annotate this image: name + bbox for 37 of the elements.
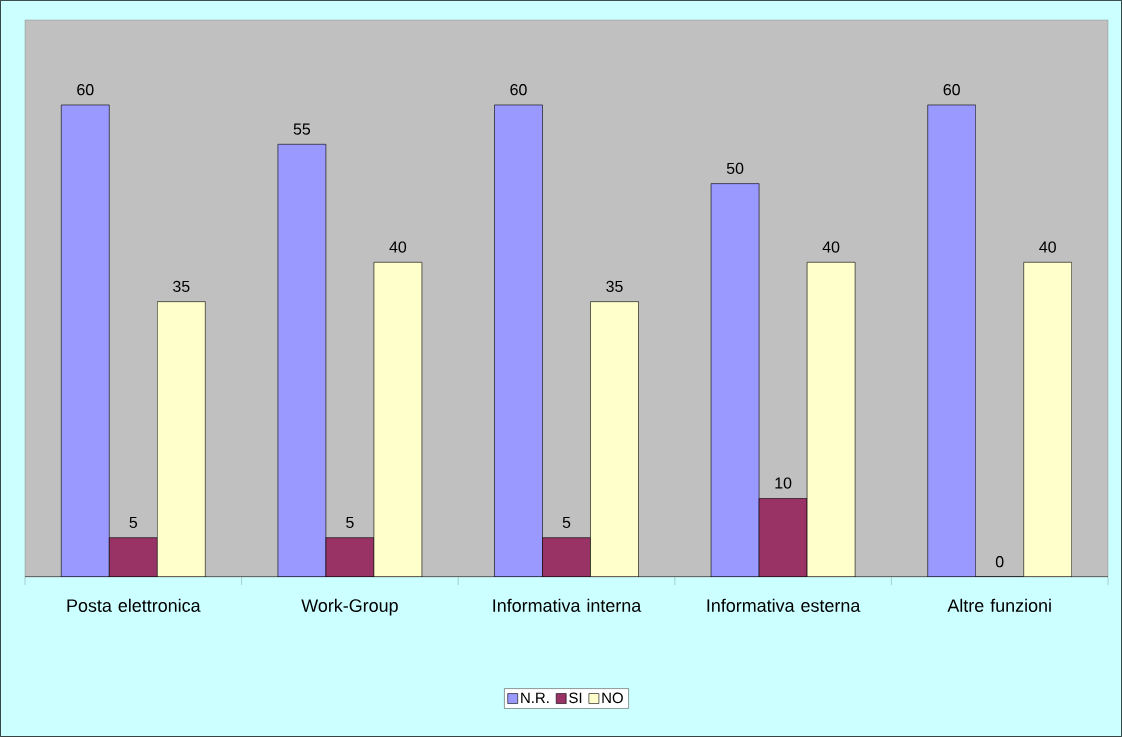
data-label: 60 (510, 84, 527, 96)
bar (590, 301, 639, 577)
legend-label: N.R. (521, 692, 549, 703)
data-label: 5 (129, 516, 138, 529)
bar (157, 301, 206, 577)
bar (542, 537, 591, 577)
legend-label: NO (602, 692, 623, 704)
data-label: 50 (726, 162, 744, 174)
bar (325, 537, 375, 577)
x-tick-label: Informativa esterna (707, 598, 861, 612)
bar (494, 104, 543, 577)
data-label: 5 (562, 516, 571, 529)
x-tick-label: Altre funzioni (947, 598, 1051, 612)
bar (927, 104, 976, 577)
data-label: 0 (995, 556, 1004, 568)
bar (277, 143, 327, 577)
bar (759, 498, 808, 577)
bar (1023, 261, 1072, 577)
x-tick-label: Posta elettronica (67, 598, 201, 612)
x-tick-label: Informativa interna (493, 598, 642, 612)
data-label: 40 (822, 241, 840, 253)
bar (109, 537, 158, 577)
bar (807, 262, 856, 577)
bar (711, 183, 760, 577)
data-label: 40 (389, 241, 407, 253)
data-label: 35 (606, 280, 623, 293)
legend-label: SI (569, 692, 582, 704)
data-label: 40 (1039, 241, 1056, 253)
data-label: 55 (293, 123, 311, 135)
data-label: 10 (775, 477, 792, 489)
bar (373, 261, 423, 577)
x-tick-label: Work-Group (301, 598, 398, 616)
data-label: 5 (346, 516, 354, 529)
data-label: 60 (77, 84, 94, 96)
data-label: 35 (173, 280, 190, 293)
bar (61, 104, 110, 577)
data-label: 60 (943, 84, 960, 96)
